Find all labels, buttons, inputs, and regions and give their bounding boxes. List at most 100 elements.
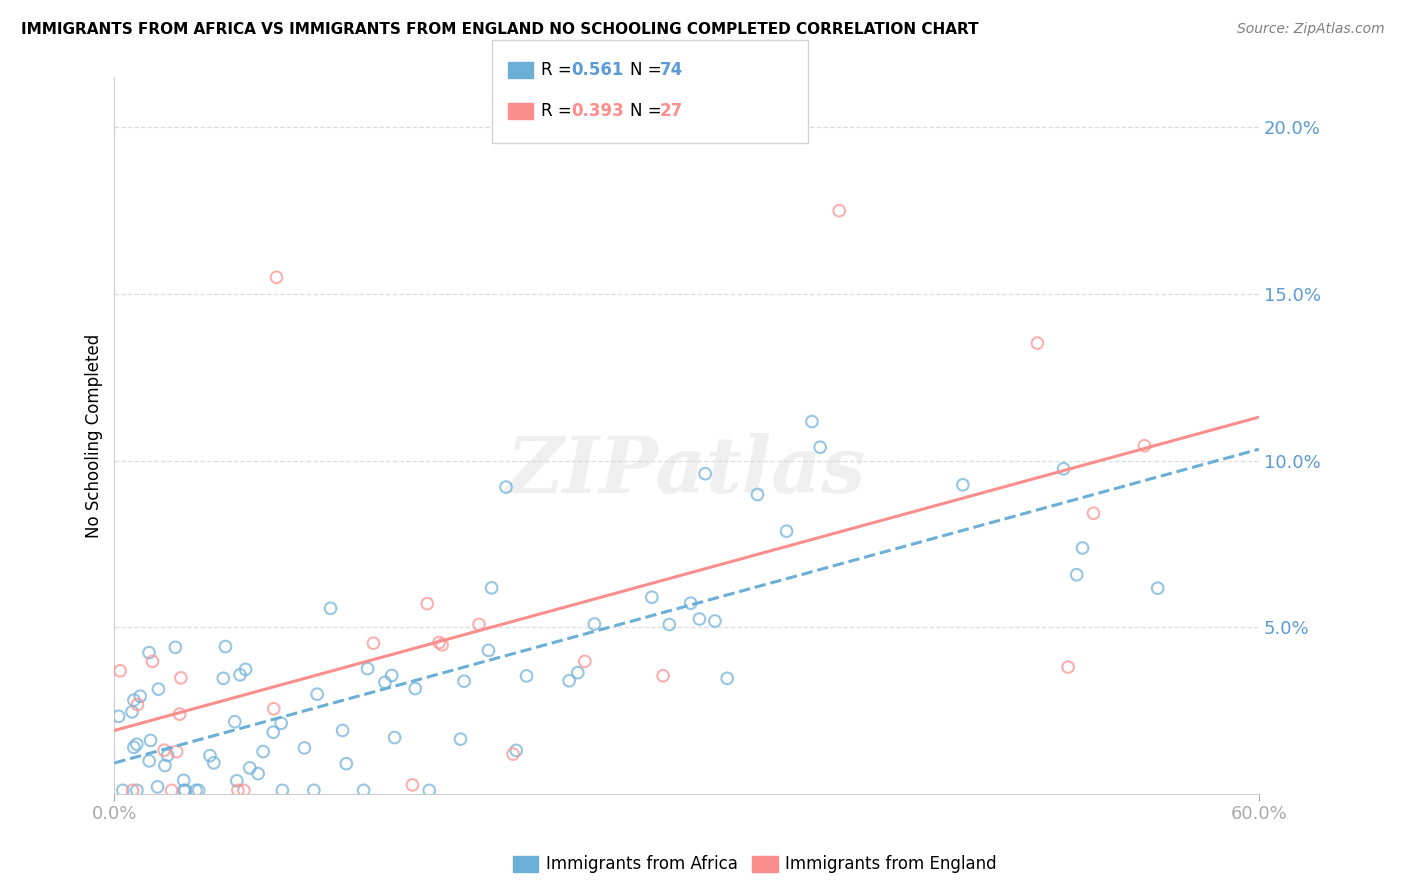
Point <box>108 664 131 678</box>
Point <box>430 638 453 652</box>
Point <box>138 646 160 660</box>
Point <box>202 756 225 770</box>
Point <box>263 702 285 716</box>
Point <box>716 672 738 686</box>
Point <box>1146 581 1168 595</box>
Point <box>747 487 769 501</box>
Point <box>156 748 179 763</box>
Point <box>695 467 717 481</box>
Point <box>166 745 188 759</box>
Point <box>353 783 375 797</box>
Point <box>449 732 471 747</box>
Point <box>828 203 851 218</box>
Point <box>1066 567 1088 582</box>
Text: N =: N = <box>630 61 666 78</box>
Point <box>808 440 831 454</box>
Text: Immigrants from England: Immigrants from England <box>785 855 997 873</box>
Point <box>404 681 426 696</box>
Point <box>226 783 249 797</box>
Point <box>502 747 524 761</box>
Y-axis label: No Schooling Completed: No Schooling Completed <box>86 334 103 538</box>
Point <box>381 668 404 682</box>
Point <box>107 709 129 723</box>
Point <box>170 671 193 685</box>
Point <box>679 596 702 610</box>
Point <box>214 640 236 654</box>
Point <box>516 669 538 683</box>
Point <box>165 640 187 655</box>
Point <box>384 731 406 745</box>
Text: R =: R = <box>541 102 578 120</box>
Point <box>125 783 148 797</box>
Point <box>294 740 316 755</box>
Point <box>688 612 710 626</box>
Point <box>363 636 385 650</box>
Point <box>270 716 292 731</box>
Point <box>122 740 145 755</box>
Point <box>229 668 252 682</box>
Point <box>153 743 176 757</box>
Point <box>138 754 160 768</box>
Point <box>495 480 517 494</box>
Point <box>505 743 527 757</box>
Point <box>567 665 589 680</box>
Text: N =: N = <box>630 102 666 120</box>
Point <box>468 617 491 632</box>
Point <box>235 662 257 676</box>
Point <box>148 682 170 697</box>
Point <box>374 675 396 690</box>
Point <box>427 635 450 649</box>
Point <box>1083 506 1105 520</box>
Point <box>641 591 664 605</box>
Point <box>139 733 162 747</box>
Point <box>574 654 596 668</box>
Point <box>121 705 143 719</box>
Point <box>198 748 221 763</box>
Point <box>225 773 247 788</box>
Point <box>703 614 725 628</box>
Point <box>1052 462 1074 476</box>
Text: 0.393: 0.393 <box>571 102 624 120</box>
Point <box>1071 541 1094 555</box>
Point <box>146 780 169 794</box>
Point <box>121 783 143 797</box>
Point <box>652 669 675 683</box>
Point <box>775 524 797 539</box>
Point <box>800 415 823 429</box>
Point <box>184 783 207 797</box>
Point <box>271 783 294 797</box>
Point <box>174 783 197 797</box>
Point <box>173 773 195 788</box>
Point <box>232 783 254 797</box>
Point <box>356 662 378 676</box>
Point <box>307 687 329 701</box>
Point <box>262 725 284 739</box>
Point <box>266 270 288 285</box>
Point <box>127 698 149 712</box>
Point <box>583 617 606 632</box>
Point <box>481 581 503 595</box>
Point <box>453 674 475 689</box>
Point <box>335 756 357 771</box>
Point <box>418 783 440 797</box>
Point <box>1026 336 1049 351</box>
Text: Source: ZipAtlas.com: Source: ZipAtlas.com <box>1237 22 1385 37</box>
Point <box>558 673 581 688</box>
Point <box>477 643 499 657</box>
Point <box>169 707 191 722</box>
Point <box>160 783 183 797</box>
Point <box>153 758 176 772</box>
Point <box>129 690 152 704</box>
Text: 74: 74 <box>659 61 683 78</box>
Point <box>332 723 354 738</box>
Point <box>319 601 342 615</box>
Point <box>401 778 423 792</box>
Point <box>416 597 439 611</box>
Text: R =: R = <box>541 61 578 78</box>
Point <box>1133 439 1156 453</box>
Text: IMMIGRANTS FROM AFRICA VS IMMIGRANTS FROM ENGLAND NO SCHOOLING COMPLETED CORRELA: IMMIGRANTS FROM AFRICA VS IMMIGRANTS FRO… <box>21 22 979 37</box>
Point <box>658 617 681 632</box>
Text: ZIPatlas: ZIPatlas <box>508 434 866 509</box>
Point <box>1057 660 1080 674</box>
Text: 27: 27 <box>659 102 683 120</box>
